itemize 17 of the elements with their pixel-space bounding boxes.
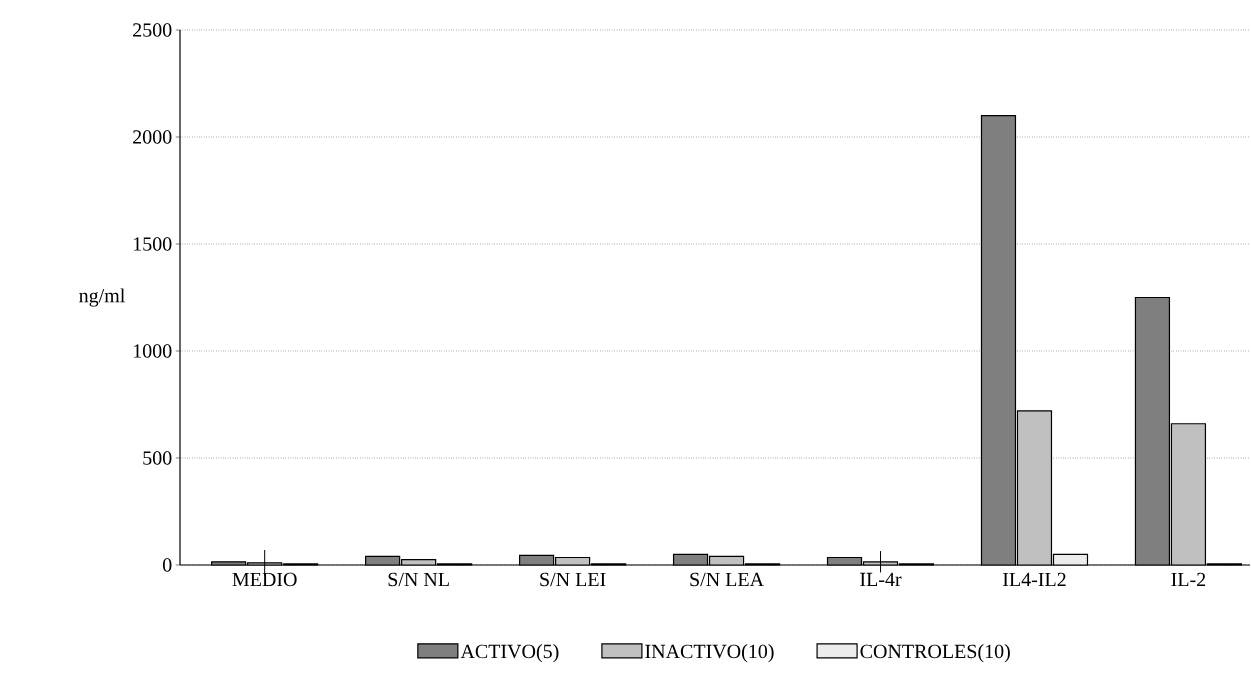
x-tick-label: S/N LEA	[690, 572, 764, 587]
y-tick-label: 0	[162, 558, 172, 572]
x-tick-label: IL4-IL2	[1003, 572, 1066, 587]
y-tick-label: 500	[143, 451, 172, 465]
x-tick-label: MEDIO	[232, 572, 297, 587]
y-tick-label: 2500	[133, 23, 172, 37]
y-tick-label: 2000	[133, 130, 172, 144]
x-tick-label: IL-4r	[860, 572, 902, 586]
legend-label: CONTROLES(10)	[860, 644, 1010, 663]
legend-label: INACTIVO(10)	[645, 644, 774, 663]
x-tick-label: IL-2	[1171, 572, 1206, 587]
x-tick-label: S/N NL	[388, 572, 449, 587]
y-tick-label: 1500	[133, 237, 172, 251]
y-tick-label: 1000	[133, 344, 172, 358]
y-axis-title: ng/ml	[79, 288, 125, 307]
legend-label: ACTIVO(5)	[460, 644, 559, 663]
x-tick-label: S/N LEI	[540, 572, 606, 587]
